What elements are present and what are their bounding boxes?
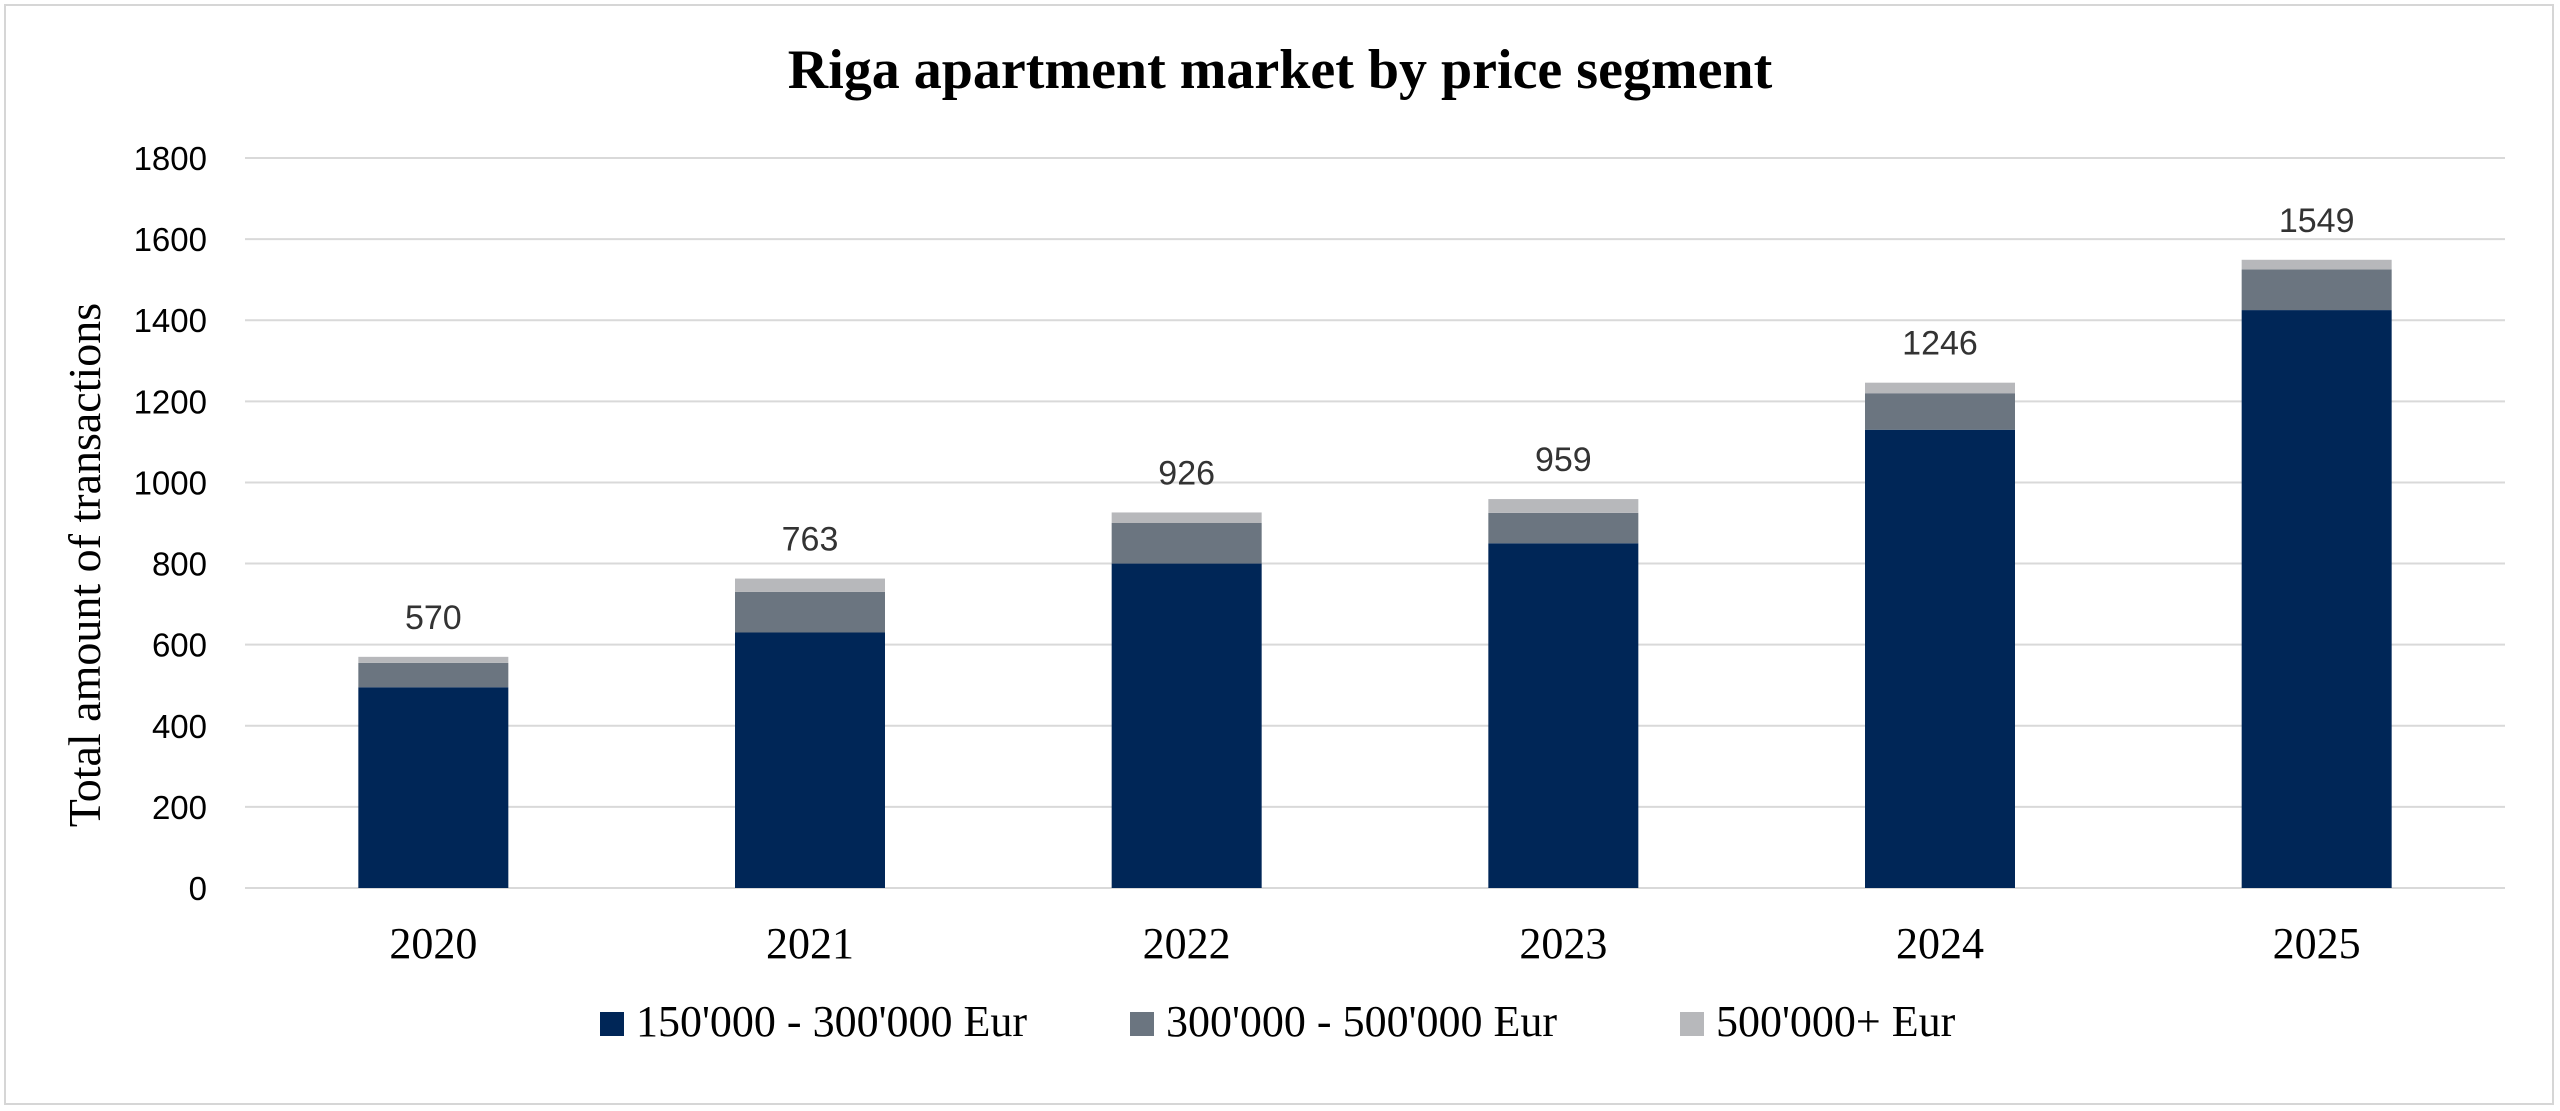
- legend-swatch: [1130, 1012, 1154, 1036]
- chart-frame: [4, 4, 2554, 1105]
- bar-segment-2: [1865, 393, 2015, 430]
- y-tick-label: 1200: [134, 383, 207, 420]
- total-label: 1549: [2279, 202, 2355, 240]
- x-tick-label: 2023: [1519, 919, 1607, 968]
- bar-segment-3: [358, 656, 509, 663]
- x-tick-label: 2025: [2273, 919, 2361, 968]
- bar-segment-2: [735, 591, 885, 633]
- legend-swatch: [1680, 1012, 1704, 1036]
- bar-segment-2: [1488, 512, 1639, 544]
- y-tick-label: 800: [152, 546, 207, 583]
- bar-segment-2: [2241, 269, 2392, 311]
- total-label: 926: [1158, 454, 1215, 492]
- total-label: 1246: [1902, 325, 1978, 363]
- y-tick-label: 1400: [134, 302, 207, 339]
- y-tick-label: 200: [152, 789, 207, 826]
- legend: 150'000 - 300'000 Eur 300'000 - 500'000 E…: [600, 997, 1956, 1046]
- legend-label: 500'000+ Eur: [1716, 997, 1956, 1046]
- y-tick-label: 1000: [134, 464, 207, 501]
- bar-segment-2: [1111, 523, 1262, 564]
- y-tick-label: 400: [152, 708, 207, 745]
- y-axis-ticks: 0 200 400 600 800 1000 1200 1400 1600 1800: [134, 140, 207, 907]
- bar-segment-1: [1865, 429, 2015, 888]
- x-tick-label: 2021: [766, 919, 854, 968]
- bar-segment-2: [358, 662, 509, 688]
- total-label: 959: [1535, 441, 1592, 479]
- x-tick-label: 2024: [1896, 919, 1984, 968]
- bar-segment-1: [358, 687, 509, 888]
- total-label: 763: [782, 521, 839, 559]
- y-tick-label: 1600: [134, 221, 207, 258]
- y-tick-label: 0: [189, 870, 207, 907]
- bar-segment-3: [1865, 382, 2015, 394]
- bar-segment-1: [735, 632, 885, 888]
- bar-segment-3: [2241, 259, 2392, 270]
- x-tick-label: 2020: [389, 919, 477, 968]
- y-tick-label: 1800: [134, 140, 207, 177]
- legend-swatch: [600, 1012, 624, 1036]
- x-tick-label: 2022: [1143, 919, 1231, 968]
- bar-segment-3: [735, 578, 885, 592]
- gridlines: [245, 157, 2505, 889]
- bar-segment-3: [1488, 499, 1639, 513]
- total-label: 570: [405, 599, 462, 637]
- x-axis-ticks: 2020 2021 2022 2023 2024 2025: [389, 919, 2360, 968]
- bar-segment-1: [1488, 543, 1639, 888]
- bar-segment-3: [1111, 512, 1262, 523]
- bar-segment-1: [2241, 310, 2392, 888]
- bars: [358, 259, 2392, 888]
- bar-segment-1: [1111, 563, 1262, 888]
- chart-title: Riga apartment market by price segment: [788, 39, 1773, 101]
- legend-label: 150'000 - 300'000 Eur: [636, 997, 1027, 1046]
- y-tick-label: 600: [152, 627, 207, 664]
- legend-label: 300'000 - 500'000 Eur: [1166, 997, 1557, 1046]
- y-axis-label: Total amount of transactions: [59, 303, 110, 827]
- total-labels: 570 763 926 959 1246 1549: [405, 202, 2355, 637]
